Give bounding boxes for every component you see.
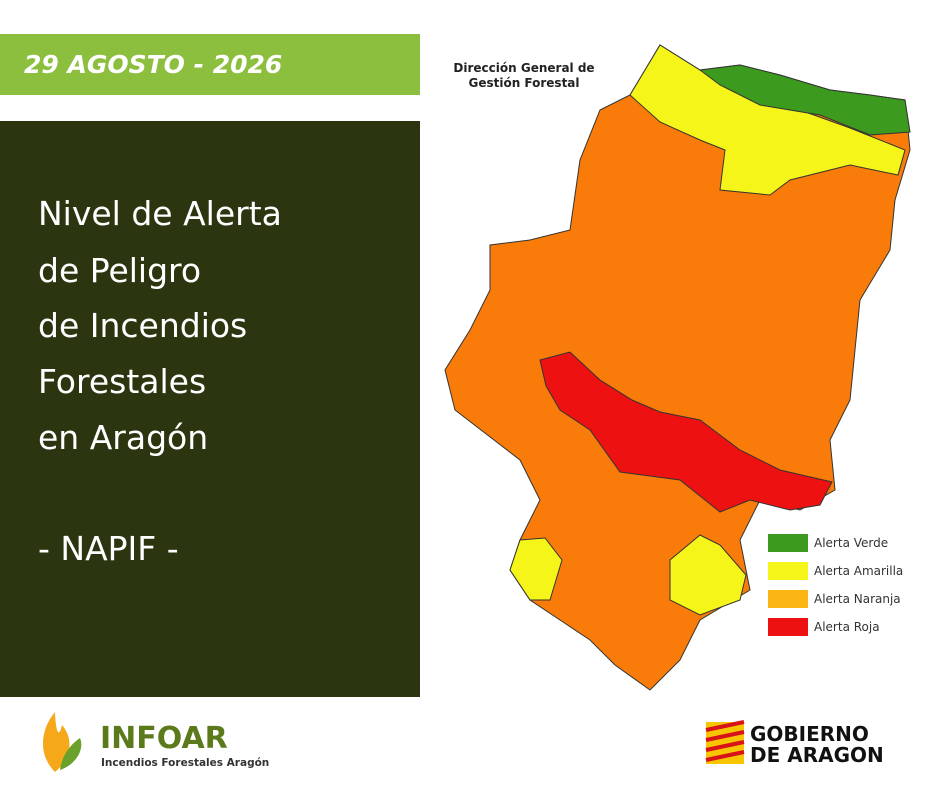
flag-stripes — [705, 720, 745, 762]
title-line: Nivel de Alerta — [38, 194, 282, 233]
region-orange — [444, 44, 911, 691]
infoar-name: INFOAR — [100, 721, 228, 756]
legend-label: Alerta Naranja — [814, 592, 901, 606]
map-source: Gestión Forestal — [468, 76, 579, 90]
title-line: en Aragón — [38, 418, 209, 457]
legend-swatch — [768, 534, 808, 552]
gobierno-logo: GOBIERNO DE ARAGON — [705, 720, 884, 767]
region-yellow — [509, 537, 563, 601]
region-yellow — [669, 534, 747, 616]
legend-swatch — [768, 590, 808, 608]
legend-label: Alerta Verde — [814, 536, 888, 550]
legend-label: Alerta Amarilla — [814, 564, 903, 578]
title-line: Forestales — [38, 362, 207, 401]
gobierno-text: GOBIERNO — [750, 722, 869, 746]
date-banner: 29 AGOSTO - 2026 — [0, 34, 420, 95]
infoar-subtitle: Incendios Forestales Aragón — [101, 757, 269, 769]
flame-icon — [42, 712, 70, 772]
map-legend: Alerta Verde Alerta Amarilla Alerta Naranj… — [768, 534, 903, 636]
region-map — [444, 44, 911, 691]
title-line: de Peligro — [38, 251, 202, 290]
title-panel: Nivel de Alerta de Peligro de Incendios … — [0, 121, 420, 697]
map-source: Dirección General de — [453, 61, 594, 75]
title-tag: - NAPIF - — [38, 529, 179, 568]
leaf-icon — [60, 738, 82, 770]
legend-swatch — [768, 618, 808, 636]
region-red — [539, 351, 833, 513]
legend-swatch — [768, 562, 808, 580]
legend-label: Alerta Roja — [814, 620, 880, 634]
infoar-logo: INFOAR Incendios Forestales Aragón — [42, 712, 269, 772]
region-green — [698, 64, 911, 136]
title-line: de Incendios — [38, 306, 248, 345]
gobierno-text: DE ARAGON — [750, 743, 884, 767]
